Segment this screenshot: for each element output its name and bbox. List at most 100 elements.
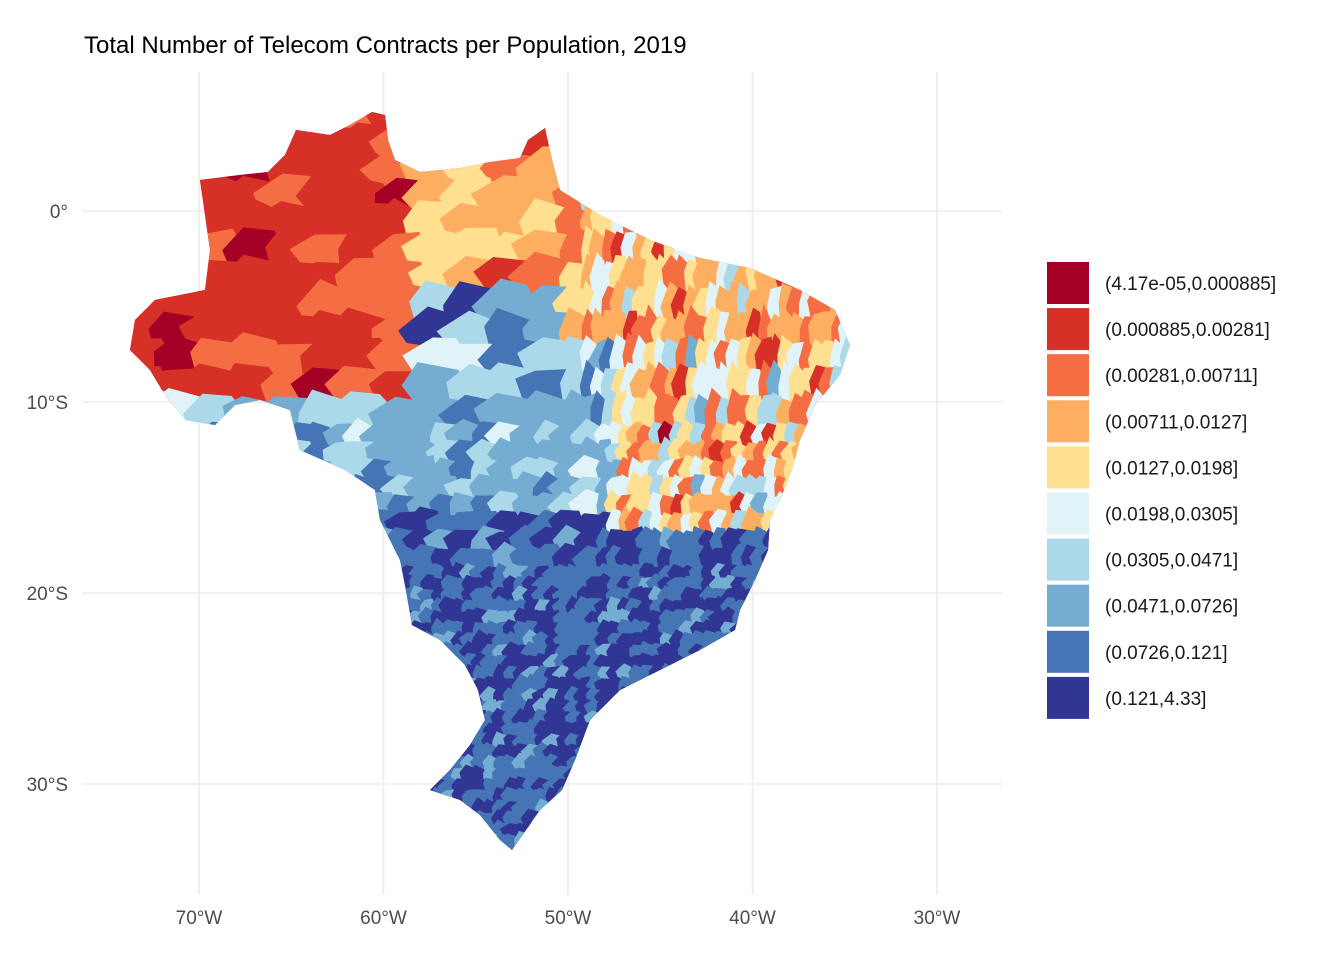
region-cell — [377, 731, 397, 755]
region-cell — [407, 664, 428, 687]
region-cell — [277, 510, 322, 541]
region-cell — [261, 675, 281, 697]
region-cell — [594, 731, 617, 753]
region-cell — [219, 822, 241, 842]
region-cell — [606, 744, 627, 764]
region-cell — [243, 687, 260, 708]
region-cell — [833, 700, 850, 718]
region-cell — [357, 630, 375, 651]
region-cell — [490, 855, 512, 877]
region-cell — [705, 123, 724, 171]
region-cell — [295, 688, 312, 706]
region-cell — [840, 253, 850, 304]
region-cell — [148, 731, 168, 754]
region-cell — [262, 565, 281, 582]
region-cell — [283, 710, 305, 731]
region-cell — [814, 688, 834, 707]
region-cell — [699, 644, 718, 663]
region-cell — [667, 707, 690, 733]
region-cell — [178, 809, 200, 832]
region-cell — [344, 775, 366, 799]
region-cell — [834, 460, 850, 486]
region-cell — [740, 845, 762, 850]
region-cell — [173, 541, 213, 573]
region-cell — [347, 856, 363, 874]
region-cell — [427, 833, 449, 850]
region-cell — [137, 733, 158, 754]
region-cell — [263, 492, 301, 523]
region-cell — [728, 742, 751, 763]
region-cell — [790, 719, 812, 741]
region-cell — [419, 654, 440, 675]
region-cell — [610, 149, 630, 196]
region-cell — [356, 787, 375, 807]
region-cell — [843, 419, 850, 456]
region-cell — [647, 687, 666, 709]
region-cell — [242, 764, 262, 786]
region-cell — [282, 722, 303, 742]
region-cell — [451, 812, 470, 831]
region-cell — [344, 596, 366, 618]
region-cell — [619, 112, 639, 143]
region-cell — [294, 721, 315, 743]
region-cell — [760, 698, 782, 718]
region-cell — [242, 698, 260, 719]
region-cell — [821, 653, 844, 676]
region-cell — [680, 867, 697, 886]
region-cell — [763, 733, 780, 753]
region-cell — [385, 597, 408, 619]
region-cell — [249, 834, 270, 850]
region-cell — [130, 666, 147, 685]
region-cell — [312, 609, 332, 629]
region-cell — [587, 112, 611, 145]
region-cell — [656, 698, 679, 720]
region-cell — [645, 709, 665, 733]
region-cell — [584, 821, 602, 843]
region-cell — [406, 699, 429, 721]
region-cell — [346, 622, 365, 642]
region-cell — [702, 146, 725, 198]
region-cell — [130, 651, 137, 674]
region-cell — [658, 722, 677, 741]
region-cell — [616, 719, 636, 743]
region-cell — [791, 757, 812, 774]
region-cell — [304, 777, 322, 799]
region-cell — [236, 548, 273, 575]
region-cell — [576, 869, 593, 885]
region-cell — [232, 699, 252, 719]
region-cell — [701, 854, 717, 876]
region-cell — [756, 223, 776, 281]
region-cell — [147, 745, 169, 764]
region-cell — [149, 201, 212, 246]
region-cell — [294, 786, 312, 810]
region-cell — [574, 744, 597, 763]
region-cell — [657, 764, 679, 785]
region-cell — [430, 821, 447, 844]
region-cell — [315, 722, 336, 742]
region-cell — [678, 743, 699, 764]
region-cell — [606, 786, 624, 810]
region-cell — [679, 753, 697, 777]
region-cell — [294, 561, 313, 586]
region-cell — [296, 577, 313, 594]
region-cell — [850, 287, 869, 330]
region-cell — [628, 820, 644, 845]
region-cell — [303, 720, 322, 741]
region-cell — [323, 607, 344, 629]
region-cell — [663, 116, 681, 170]
region-cell — [188, 855, 207, 875]
region-cell — [274, 843, 293, 850]
region-cell — [709, 754, 728, 776]
region-cell — [326, 854, 344, 874]
region-cell — [845, 609, 850, 629]
region-cell — [656, 821, 676, 841]
region-cell — [140, 459, 175, 489]
x-tick-label: 60°W — [360, 908, 407, 929]
region-cell — [263, 698, 284, 720]
region-cell — [762, 632, 781, 651]
region-cell — [708, 710, 728, 729]
region-cell — [440, 801, 460, 818]
region-cell — [794, 777, 811, 797]
region-cell — [554, 811, 574, 830]
region-cell — [771, 720, 793, 740]
